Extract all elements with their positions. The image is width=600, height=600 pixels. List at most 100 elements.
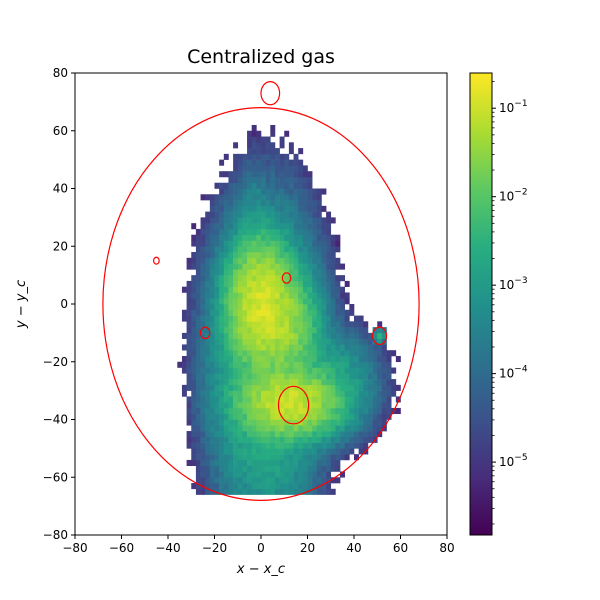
heatmap-cell	[219, 223, 225, 230]
heatmap-cell	[261, 234, 266, 241]
heatmap-cell	[340, 407, 345, 415]
heatmap-cell	[247, 471, 252, 478]
heatmap-cell	[316, 471, 322, 478]
heatmap-cell	[209, 373, 215, 380]
heatmap-cell	[358, 407, 364, 415]
heatmap-cell	[307, 459, 313, 466]
heatmap-cell	[298, 182, 304, 189]
heatmap-cell	[200, 304, 206, 311]
heatmap-cell	[251, 176, 257, 184]
heatmap-cell	[223, 454, 229, 461]
heatmap-cell	[321, 321, 327, 328]
aperture-circle	[199, 326, 211, 340]
heatmap-cell	[219, 188, 225, 195]
heatmap-cell	[312, 402, 318, 409]
heatmap-cell	[205, 402, 211, 409]
heatmap-cell	[242, 379, 248, 386]
heatmap-cell	[274, 171, 280, 178]
heatmap-cell	[312, 431, 318, 438]
heatmap-cell	[237, 350, 243, 357]
heatmap-cell	[233, 263, 239, 270]
heatmap-cell	[312, 355, 318, 363]
heatmap-cell	[335, 367, 341, 374]
heatmap-cell	[288, 402, 294, 409]
heatmap-cell	[298, 436, 304, 443]
heatmap-cell	[233, 367, 239, 374]
heatmap-cell	[219, 436, 225, 443]
heatmap-cell	[219, 240, 225, 247]
heatmap-cell	[307, 436, 313, 443]
heatmap-cell	[367, 367, 373, 374]
heatmap-cell	[330, 252, 336, 259]
heatmap-cell	[261, 176, 266, 184]
heatmap-cell	[302, 384, 308, 391]
heatmap-cell	[195, 402, 201, 409]
heatmap-cell	[298, 200, 304, 207]
heatmap-cell	[302, 361, 308, 368]
heatmap-cell	[326, 263, 332, 270]
heatmap-cell	[265, 211, 271, 218]
x-tick-label: −60	[109, 541, 134, 555]
heatmap-cell	[270, 332, 276, 339]
heatmap-cell	[214, 390, 220, 397]
heatmap-cell	[312, 384, 318, 391]
heatmap-cell	[335, 257, 341, 264]
heatmap-cell	[386, 413, 392, 420]
heatmap-cell	[335, 327, 341, 334]
heatmap-cell	[288, 298, 294, 305]
heatmap-cell	[270, 477, 276, 484]
heatmap-cell	[219, 263, 225, 270]
heatmap-cell	[381, 332, 387, 339]
heatmap-cell	[270, 205, 276, 212]
heatmap-cell	[205, 332, 211, 339]
heatmap-cell	[279, 425, 285, 432]
heatmap-cell	[316, 327, 322, 334]
heatmap-cell	[298, 350, 304, 357]
heatmap-cell	[256, 436, 262, 443]
heatmap-cell	[214, 263, 220, 270]
heatmap-cell	[363, 344, 369, 351]
heatmap-cell	[195, 298, 201, 305]
heatmap-cell	[340, 321, 345, 328]
heatmap-cell	[270, 124, 276, 132]
heatmap-cell	[223, 200, 229, 207]
heatmap-cell	[214, 211, 220, 218]
heatmap-cell	[195, 379, 201, 386]
heatmap-cell	[307, 471, 313, 478]
heatmap-cell	[335, 361, 341, 368]
heatmap-cell	[284, 448, 290, 455]
heatmap-cell	[265, 425, 271, 432]
heatmap-cell	[335, 396, 341, 403]
heatmap-cell	[307, 309, 313, 316]
heatmap-cell	[321, 332, 327, 339]
heatmap-cell	[344, 442, 350, 449]
heatmap-cell	[349, 350, 355, 357]
heatmap-cell	[312, 419, 318, 426]
heatmap-cell	[307, 246, 313, 253]
heatmap-cell	[326, 327, 332, 334]
heatmap-cell	[377, 413, 383, 420]
heatmap-cell	[312, 269, 318, 276]
heatmap-cell	[195, 263, 201, 270]
heatmap-cell	[330, 321, 336, 328]
heatmap-cell	[186, 292, 192, 299]
heatmap-cell	[363, 419, 369, 426]
heatmap-cell	[312, 338, 318, 345]
heatmap-cell	[237, 269, 243, 276]
heatmap-cell	[209, 477, 215, 484]
heatmap-cell	[288, 292, 294, 299]
heatmap-cell	[233, 448, 239, 455]
heatmap-cell	[274, 304, 280, 311]
heatmap-cell	[316, 419, 322, 426]
heatmap-cell	[330, 234, 336, 241]
heatmap-cell	[233, 171, 239, 178]
heatmap-cell	[223, 252, 229, 259]
heatmap-cell	[279, 477, 285, 484]
heatmap-cell	[288, 431, 294, 438]
heatmap-cell	[274, 217, 280, 224]
heatmap-cell	[354, 384, 359, 391]
heatmap-cell	[312, 327, 318, 334]
heatmap-cell	[293, 246, 299, 253]
heatmap-cell	[316, 240, 322, 247]
heatmap-cell	[307, 205, 313, 212]
